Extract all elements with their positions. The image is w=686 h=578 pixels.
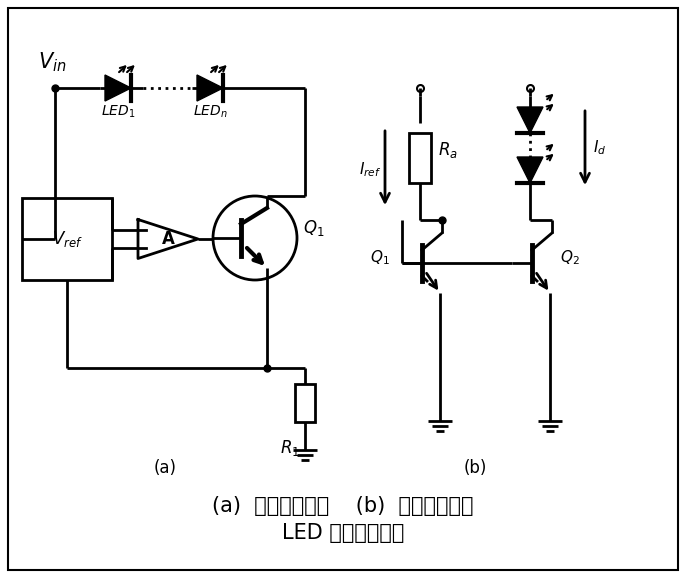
Text: $Q_1$: $Q_1$ (303, 218, 324, 238)
Text: LED 恒流驱动电路: LED 恒流驱动电路 (282, 523, 404, 543)
Polygon shape (517, 157, 543, 183)
Text: $I_{ref}$: $I_{ref}$ (359, 161, 382, 179)
Text: $V_{ref}$: $V_{ref}$ (51, 229, 82, 249)
Text: A: A (162, 230, 174, 248)
Bar (22, 198, 112, 280)
Text: $Q_2$: $Q_2$ (560, 249, 580, 268)
Bar (295, 384, 315, 422)
Text: $LED_n$: $LED_n$ (193, 104, 227, 120)
Text: (b): (b) (463, 459, 486, 477)
Text: $V_{in}$: $V_{in}$ (38, 50, 67, 74)
Text: $R_a$: $R_a$ (438, 140, 458, 160)
Polygon shape (517, 107, 543, 133)
Text: $LED_1$: $LED_1$ (101, 104, 135, 120)
Polygon shape (105, 75, 131, 101)
Bar (409, 133, 431, 183)
Text: (a): (a) (154, 459, 176, 477)
Text: $R_1$: $R_1$ (280, 438, 300, 458)
Polygon shape (197, 75, 223, 101)
Text: $Q_1$: $Q_1$ (370, 249, 390, 268)
Text: (a)  线性恒流电路    (b)  镜像恒流电路: (a) 线性恒流电路 (b) 镜像恒流电路 (212, 496, 474, 516)
Text: $I_d$: $I_d$ (593, 139, 606, 157)
